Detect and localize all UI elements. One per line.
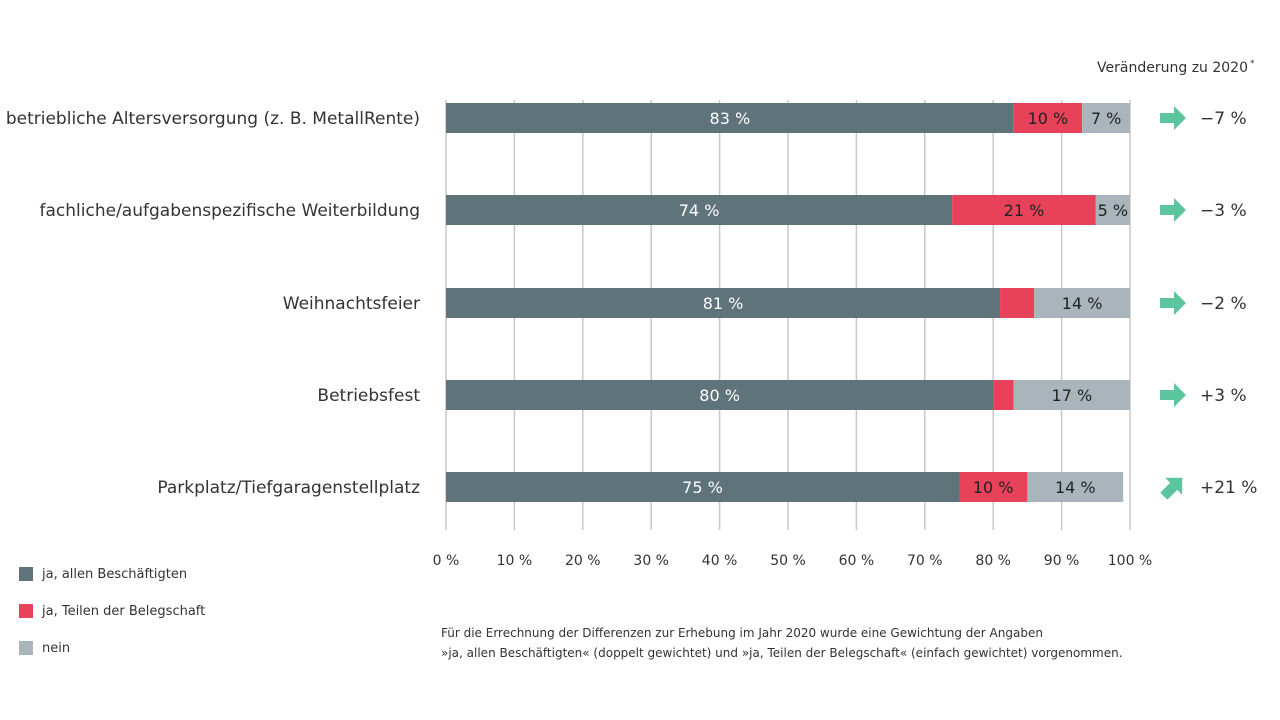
- bar-value-label-r0-s0: 83 %: [710, 109, 751, 128]
- change-arrow-right-icon: [1160, 198, 1186, 222]
- bar-segment-r0-s0: [446, 103, 1014, 133]
- bar-value-label-r0-s1: 10 %: [1028, 109, 1069, 128]
- bar-segment-r2-s2: [1034, 288, 1130, 318]
- legend-swatch-0: [19, 567, 33, 581]
- bar-segment-r1-s1: [952, 195, 1096, 225]
- change-value-2: −2 %: [1200, 294, 1247, 314]
- bar-segment-r0-s1: [1013, 103, 1083, 133]
- legend-label-2: nein: [42, 641, 70, 656]
- bar-value-label-r2-s2: 14 %: [1062, 294, 1103, 313]
- bar-value-label-r4-s2: 14 %: [1055, 478, 1096, 497]
- category-label-2: Weihnachtsfeier: [283, 294, 420, 314]
- bar-value-label-r2-s0: 81 %: [703, 294, 744, 313]
- bar-value-label-r3-s2: 17 %: [1052, 386, 1093, 405]
- bar-value-label-r4-s1: 10 %: [973, 478, 1014, 497]
- bar-segment-r3-s1: [993, 380, 1014, 410]
- change-value-0: −7 %: [1200, 109, 1247, 129]
- change-value-1: −3 %: [1200, 201, 1247, 221]
- category-label-3: Betriebsfest: [317, 386, 420, 406]
- category-label-1: fachliche/aufgabenspezifische Weiterbild…: [40, 201, 420, 221]
- bar-segment-r2-s1: [1000, 288, 1035, 318]
- bar-segment-r4-s2: [1027, 472, 1124, 502]
- legend-swatch-1: [19, 604, 33, 618]
- x-tick-label-0: 0 %: [433, 553, 460, 569]
- bar-value-label-r1-s0: 74 %: [679, 201, 720, 220]
- change-arrow-right-icon: [1160, 106, 1186, 130]
- bar-value-label-r1-s1: 21 %: [1004, 201, 1045, 220]
- bar-value-label-r3-s0: 80 %: [699, 386, 740, 405]
- legend-label-0: ja, allen Beschäftigten: [41, 567, 187, 582]
- x-tick-label-7: 70 %: [907, 553, 943, 569]
- change-arrow-right-icon: [1160, 383, 1186, 407]
- bar-segment-r3-s2: [1013, 380, 1130, 410]
- change-header: Veränderung zu 2020: [1097, 60, 1248, 76]
- bar-segment-r1-s0: [446, 195, 953, 225]
- change-arrow-up-right-icon: [1160, 477, 1183, 500]
- x-tick-label-5: 50 %: [770, 553, 806, 569]
- category-label-0: betriebliche Altersversorgung (z. B. Met…: [6, 109, 420, 129]
- bar-segment-r4-s0: [446, 472, 959, 502]
- bar-value-label-r4-s0: 75 %: [682, 478, 723, 497]
- category-label-4: Parkplatz/Tiefgaragenstellplatz: [157, 478, 420, 498]
- bar-value-label-r1-s2: 5 %: [1098, 201, 1128, 220]
- legend-swatch-2: [19, 641, 33, 655]
- x-tick-label-6: 60 %: [839, 553, 875, 569]
- bar-value-label-r0-s2: 7 %: [1091, 109, 1121, 128]
- x-tick-label-4: 40 %: [702, 553, 738, 569]
- legend-label-1: ja, Teilen der Belegschaft: [41, 604, 205, 619]
- change-arrow-right-icon: [1160, 291, 1186, 315]
- change-value-3: +3 %: [1200, 386, 1247, 406]
- bar-segment-r0-s2: [1082, 103, 1130, 133]
- bar-segment-r3-s0: [446, 380, 994, 410]
- x-tick-label-2: 20 %: [565, 553, 601, 569]
- change-header-footnote-mark: *: [1250, 59, 1255, 69]
- x-tick-label-3: 30 %: [633, 553, 669, 569]
- x-tick-label-1: 10 %: [497, 553, 533, 569]
- bar-segment-r1-s2: [1095, 195, 1130, 225]
- footnote-line-0: Für die Errechnung der Differenzen zur E…: [441, 626, 1043, 640]
- x-tick-label-8: 80 %: [975, 553, 1011, 569]
- x-tick-label-10: 100 %: [1108, 553, 1152, 569]
- footnote-line-1: »ja, allen Beschäftigten« (doppelt gewic…: [441, 646, 1123, 660]
- change-value-4: +21 %: [1200, 478, 1257, 498]
- x-tick-label-9: 90 %: [1044, 553, 1080, 569]
- bar-segment-r2-s0: [446, 288, 1001, 318]
- bar-segment-r4-s1: [959, 472, 1028, 502]
